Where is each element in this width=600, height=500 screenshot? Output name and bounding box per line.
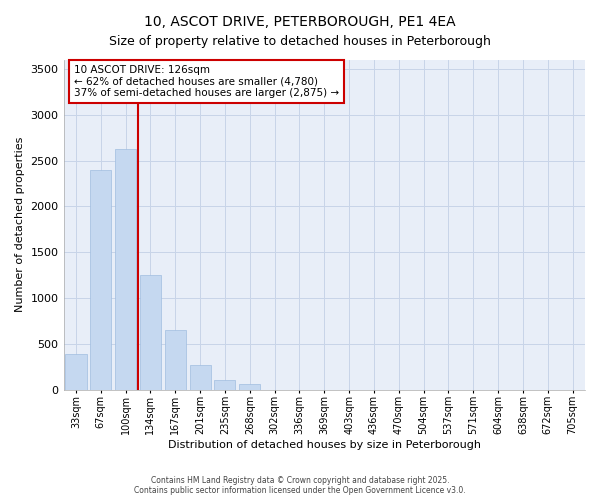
- X-axis label: Distribution of detached houses by size in Peterborough: Distribution of detached houses by size …: [168, 440, 481, 450]
- Bar: [90, 170, 112, 390]
- Text: 10 ASCOT DRIVE: 126sqm
← 62% of detached houses are smaller (4,780)
37% of semi-: 10 ASCOT DRIVE: 126sqm ← 62% of detached…: [74, 65, 339, 98]
- Text: 10, ASCOT DRIVE, PETERBOROUGH, PE1 4EA: 10, ASCOT DRIVE, PETERBOROUGH, PE1 4EA: [144, 15, 456, 29]
- Bar: [140, 275, 161, 390]
- Text: Contains HM Land Registry data © Crown copyright and database right 2025.
Contai: Contains HM Land Registry data © Crown c…: [134, 476, 466, 495]
- Bar: [165, 330, 186, 390]
- Bar: [190, 365, 211, 390]
- Bar: [115, 149, 136, 390]
- Y-axis label: Number of detached properties: Number of detached properties: [15, 137, 25, 312]
- Text: Size of property relative to detached houses in Peterborough: Size of property relative to detached ho…: [109, 35, 491, 48]
- Bar: [214, 380, 235, 390]
- Bar: [239, 384, 260, 390]
- Bar: [65, 354, 86, 390]
